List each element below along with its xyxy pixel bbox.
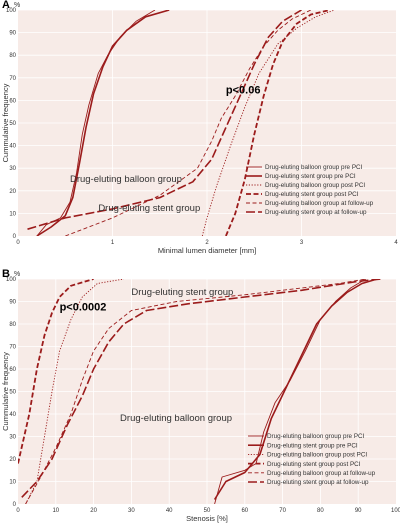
series-line-3 xyxy=(201,10,335,236)
x-tick-label: 100 xyxy=(391,508,400,514)
series-line-2 xyxy=(213,279,378,500)
series-line-3 xyxy=(25,279,124,504)
y-tick-label: 0 xyxy=(13,234,17,240)
legend-label: Drug-eluting stent group pre PCI xyxy=(265,173,356,180)
y-tick-label: 40 xyxy=(9,144,16,150)
group-annotation: Drug-eluting balloon group xyxy=(70,174,182,185)
y-tick-label: 10 xyxy=(9,211,16,217)
y-tick-label: 100 xyxy=(6,277,17,283)
x-tick-label: 50 xyxy=(204,508,211,514)
series-group xyxy=(27,10,335,236)
p-value-annotation: p<0.0002 xyxy=(60,302,107,314)
y-tick-label: 70 xyxy=(9,76,16,82)
y-tick-label: 30 xyxy=(9,435,16,441)
x-tick-label: 2 xyxy=(205,240,209,246)
x-tick-label: 0 xyxy=(16,240,20,246)
group-annotation: Drug-eluting stent group xyxy=(98,203,200,214)
y-tick-label: 90 xyxy=(9,31,16,37)
series-line-4 xyxy=(225,10,331,236)
y-tick-label: 20 xyxy=(9,457,16,463)
x-axis-label: Stenosis [%] xyxy=(186,514,228,523)
series-line-1 xyxy=(214,279,367,504)
x-tick-label: 30 xyxy=(128,508,135,514)
series-group xyxy=(18,279,381,504)
y-tick-label: 20 xyxy=(9,189,16,195)
legend: Drug-eluting balloon group pre PCI Drug-e… xyxy=(248,433,376,486)
y-tick-label: 10 xyxy=(9,480,16,486)
legend: Drug-eluting balloon group pre PCI Drug-e… xyxy=(246,164,374,216)
p-value-annotation: p<0.06 xyxy=(226,85,261,97)
y-tick-label: 80 xyxy=(9,322,16,328)
y-tick-label: 30 xyxy=(9,166,16,172)
legend-label: Drug-eluting stent group post PCI xyxy=(265,191,359,198)
panel-label: A xyxy=(2,0,10,11)
y-tick-label: 100 xyxy=(6,8,17,14)
y-tick-label: 60 xyxy=(9,98,16,104)
panel-label: B xyxy=(2,268,10,280)
y-axis-label: Cummulative frequency xyxy=(1,83,10,162)
x-tick-label: 1 xyxy=(111,240,115,246)
x-tick-label: 4 xyxy=(394,240,398,246)
x-tick-label: 80 xyxy=(317,508,324,514)
legend-label: Drug-eluting stent group at follow-up xyxy=(265,209,367,216)
x-tick-label: 3 xyxy=(300,240,304,246)
legend-label: Drug-eluting balloon group post PCI xyxy=(265,182,365,189)
legend-label: Drug-eluting balloon group pre PCI xyxy=(265,164,363,171)
x-tick-label: 90 xyxy=(355,508,362,514)
x-tick-label: 70 xyxy=(279,508,286,514)
legend-label: Drug-eluting balloon group post PCI xyxy=(267,452,367,459)
y-tick-label: 80 xyxy=(9,53,16,59)
legend-label: Drug-eluting balloon group pre PCI xyxy=(267,433,365,440)
y-axis-label: Cummulative frequency xyxy=(1,352,10,431)
y-tick-label: 60 xyxy=(9,367,16,373)
y-tick-label: 50 xyxy=(9,121,16,127)
y-tick-label: 40 xyxy=(9,412,16,418)
panel-b: 0 10 20 30 40 50 60 70 80 90 100 0 10 20 30 40 50 60 70 80 9… xyxy=(1,268,400,523)
panel-a: 0 10 20 30 40 50 60 70 80 90 100 0 1 2 3 4 A % Minimal lum… xyxy=(1,0,398,255)
y-tick-label: 50 xyxy=(9,390,16,396)
legend-label: Drug-eluting stent group at follow-up xyxy=(267,479,369,486)
x-axis-label: Minimal lumen diameter [mm] xyxy=(158,246,256,255)
y-tick-label: 90 xyxy=(9,300,16,306)
x-tick-label: 0 xyxy=(16,508,20,514)
group-annotation: Drug-eluting stent group xyxy=(131,287,233,298)
series-line-2 xyxy=(36,10,170,236)
y-unit-label: % xyxy=(14,271,20,278)
series-line-4 xyxy=(18,279,94,464)
x-tick-label: 40 xyxy=(166,508,173,514)
y-unit-label: % xyxy=(14,2,20,9)
legend-label: Drug-eluting balloon group at follow-up xyxy=(267,470,376,477)
legend-label: Drug-eluting stent group post PCI xyxy=(267,461,361,468)
y-tick-label: 0 xyxy=(13,502,17,508)
x-tick-label: 10 xyxy=(52,508,59,514)
series-line-6 xyxy=(27,10,302,230)
legend-label: Drug-eluting stent group pre PCI xyxy=(267,442,358,449)
group-annotation: Drug-eluting balloon group xyxy=(120,413,232,424)
x-tick-label: 60 xyxy=(241,508,248,514)
series-line-6 xyxy=(21,279,381,498)
y-tick-label: 70 xyxy=(9,345,16,351)
x-tick-label: 20 xyxy=(90,508,97,514)
legend-label: Drug-eluting balloon group at follow-up xyxy=(265,200,374,207)
